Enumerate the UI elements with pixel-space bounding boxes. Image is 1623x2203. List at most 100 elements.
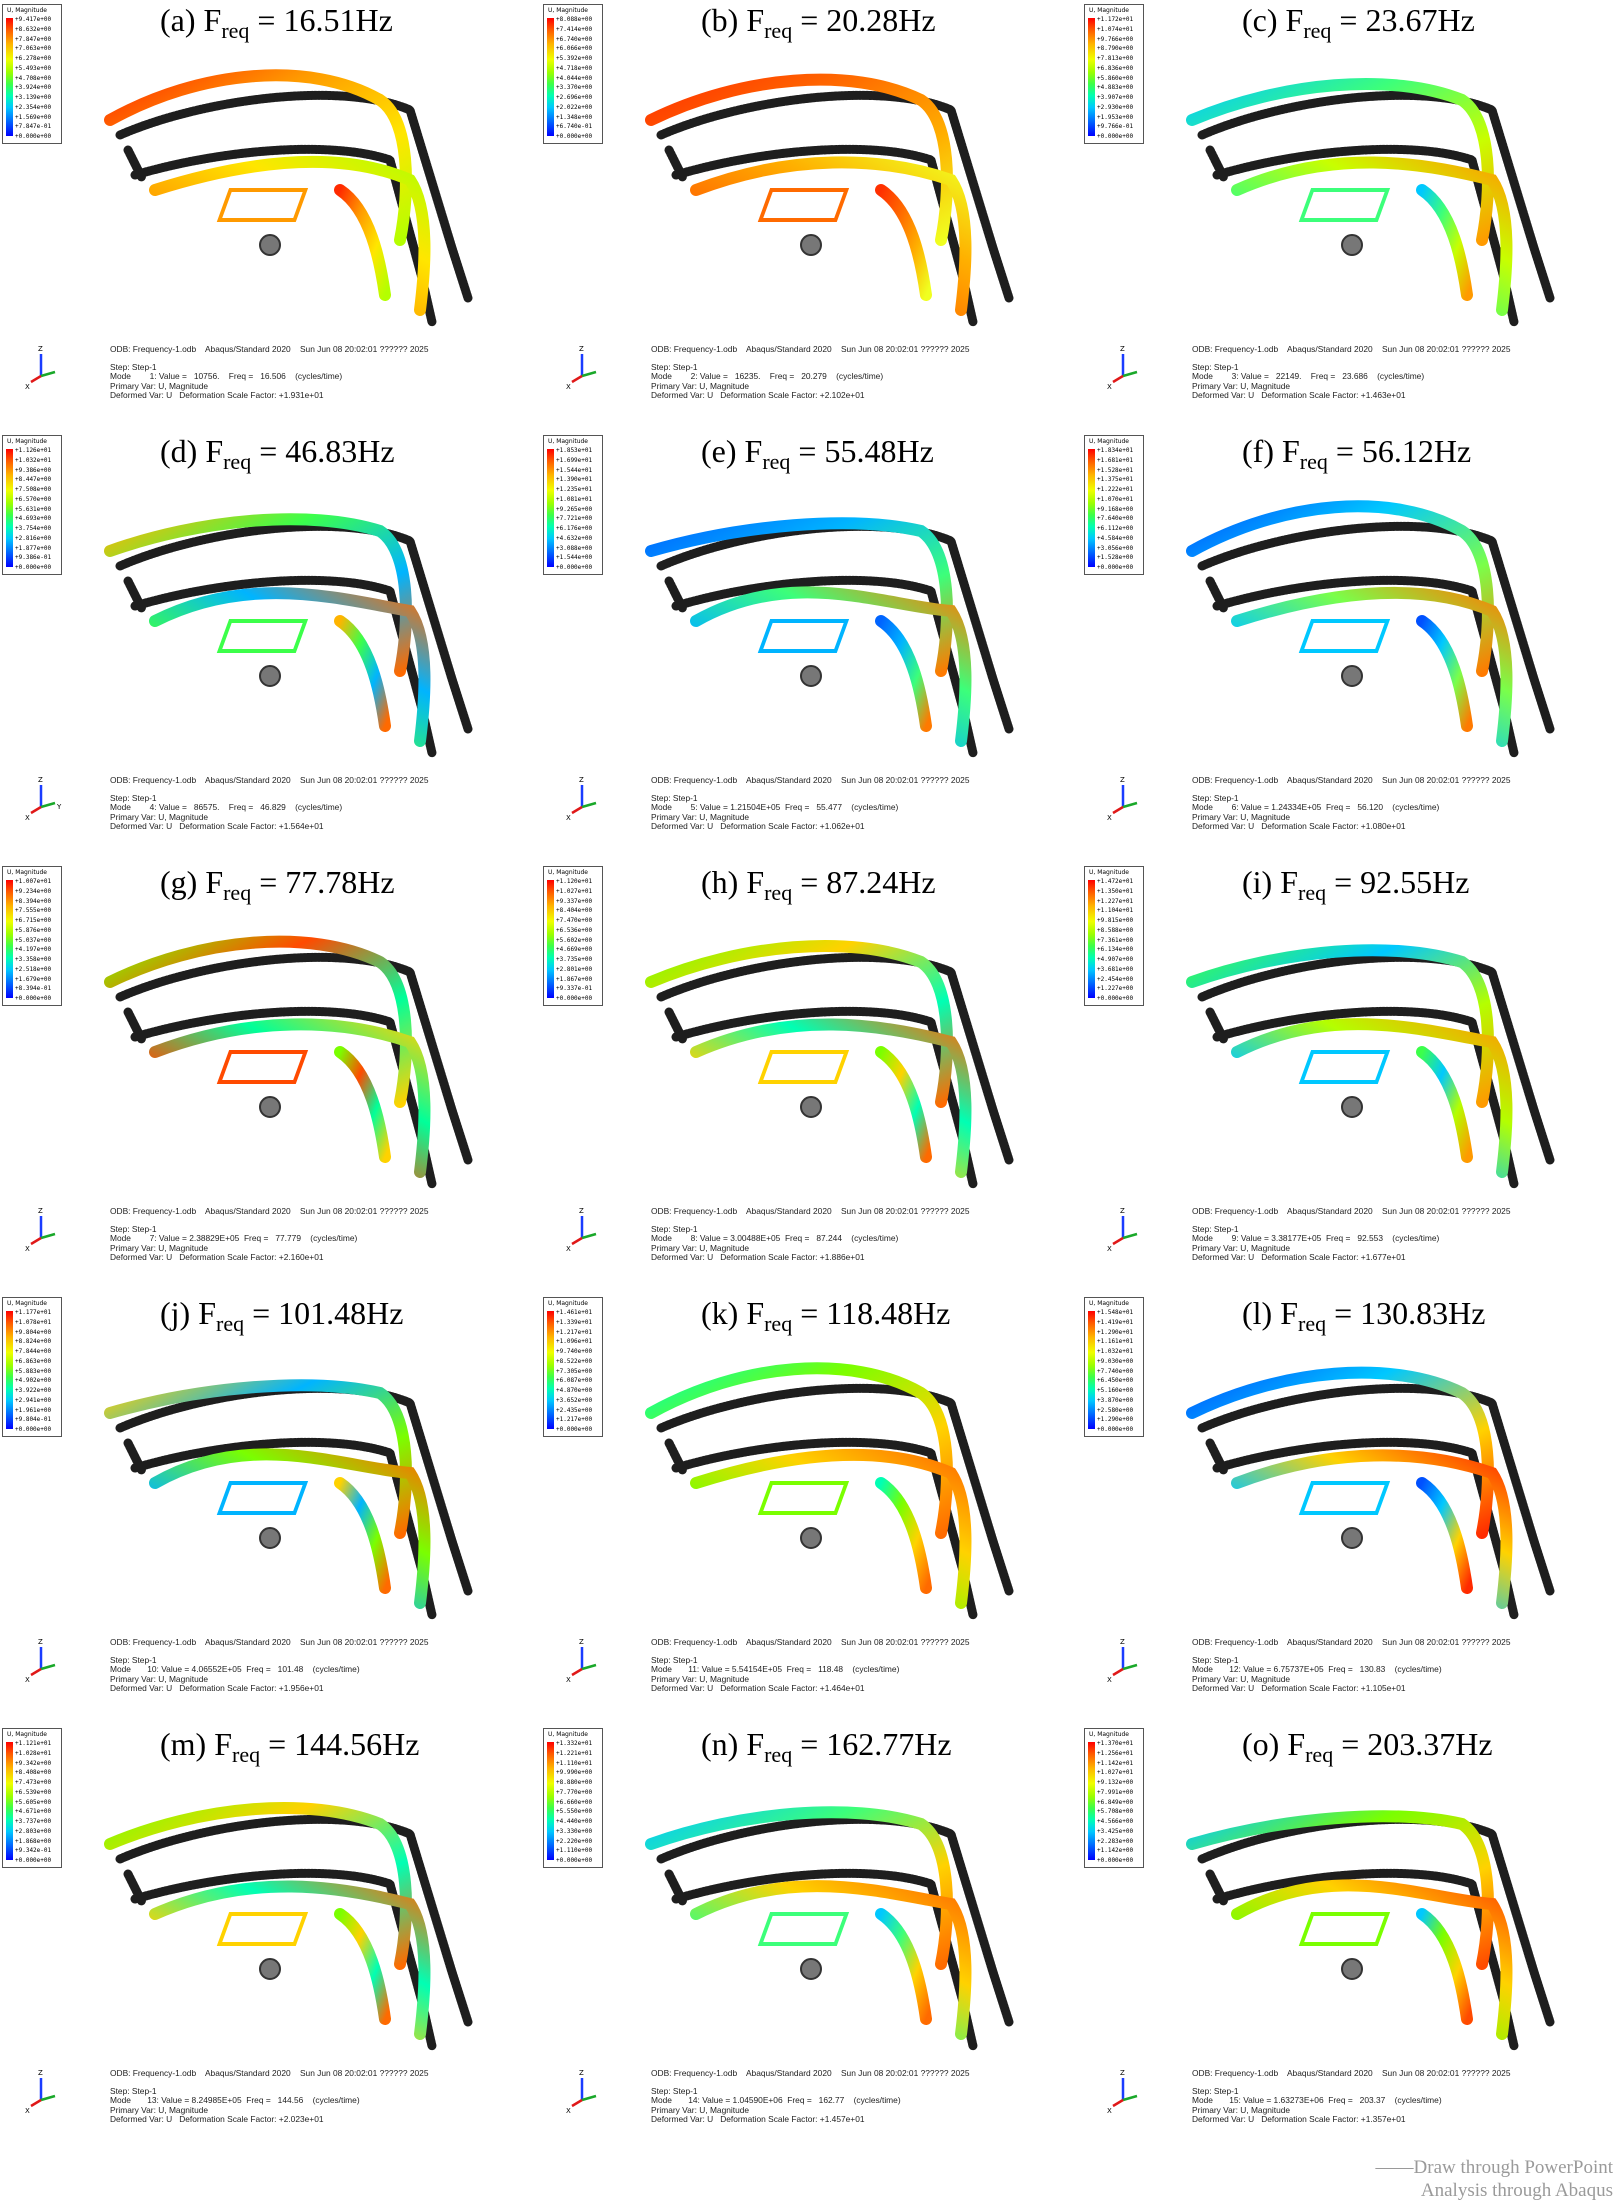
rail-2 <box>1212 1006 1519 1189</box>
x-label: X <box>566 383 571 390</box>
tube-2 <box>690 1448 972 1609</box>
info-line: Mode 14: Value = 1.04590E+06 Freq = 162.… <box>651 2095 901 2106</box>
info-line: ODB: Frequency-1.odb Abaqus/Standard 202… <box>1192 1637 1511 1647</box>
legend-value: +6.134e+00 <box>1097 946 1134 954</box>
z-label: Z <box>1120 776 1125 784</box>
legend-value: +1.544e+00 <box>556 554 593 562</box>
tube-3 <box>1416 1477 1473 1594</box>
legend-value: +6.570e+00 <box>15 495 52 503</box>
legend-value: +2.518e+00 <box>15 965 52 973</box>
title-prefix: (k) F <box>701 1295 765 1331</box>
legend-value: +1.256e+01 <box>1097 1749 1134 1757</box>
legend-labels: +1.177e+01 +1.078e+01 +9.804e+00 +8.824e+00… <box>15 1309 60 1433</box>
mode-title: (m) Freq = 144.56Hz <box>160 1726 419 1768</box>
z-label: Z <box>579 2069 584 2077</box>
rail-3 <box>1205 1869 1229 1907</box>
info-line: Deformed Var: U Deformation Scale Factor… <box>1192 821 1406 832</box>
x-axis <box>30 805 42 815</box>
info-line: Mode 3: Value = 22149. Freq = 23.686 (cy… <box>1192 371 1425 382</box>
info-line: Primary Var: U, Magnitude <box>110 811 209 822</box>
tube-3 <box>334 184 391 301</box>
tube-3 <box>334 615 391 732</box>
legend-value: +3.652e+00 <box>556 1396 593 1404</box>
legend-value: +1.172e+01 <box>1097 16 1134 23</box>
axis-triad: ZX <box>25 1638 56 1683</box>
legend-value: +1.461e+01 <box>556 1309 593 1316</box>
legend-title: U, Magnitude <box>7 438 47 445</box>
legend-value: +1.028e+01 <box>15 1749 52 1757</box>
rail-3 <box>1205 1438 1229 1476</box>
legend-value: +1.681e+01 <box>1097 456 1134 464</box>
tube-3 <box>875 1046 932 1163</box>
y-axis <box>581 370 597 378</box>
tube-3 <box>1416 184 1473 301</box>
credit-note: ——Draw through PowerPoint Analysis throu… <box>1376 2156 1613 2202</box>
motor-joint <box>800 1958 822 1980</box>
legend-value: +6.066e+00 <box>556 45 593 53</box>
legend-value: +7.508e+00 <box>15 486 52 493</box>
motor-joint <box>259 1096 281 1118</box>
legend-value: +3.735e+00 <box>556 956 593 963</box>
legend-value: +7.361e+00 <box>1097 936 1134 944</box>
legend-value: +5.631e+00 <box>15 505 52 513</box>
deformed-frame-model <box>104 1802 473 2051</box>
cross-plate <box>216 1481 309 1515</box>
legend-value: +7.740e+00 <box>1097 1367 1134 1375</box>
z-label: Z <box>579 1638 584 1646</box>
info-line: Deformed Var: U Deformation Scale Factor… <box>110 821 324 832</box>
info-line: Step: Step-1 <box>110 792 157 803</box>
title-frequency: = 203.37Hz <box>1333 1726 1493 1762</box>
legend-value: +1.177e+01 <box>15 1309 52 1316</box>
legend-value: +0.000e+00 <box>1097 564 1134 571</box>
analysis-info: ODB: Frequency-1.odb Abaqus/Standard 202… <box>1192 1206 1510 1263</box>
legend-color-bar <box>6 1311 13 1429</box>
info-line: Step: Step-1 <box>110 2085 157 2096</box>
legend-value: +5.883e+00 <box>15 1367 52 1375</box>
x-label: X <box>1107 1676 1112 1683</box>
axis-triad: ZX <box>25 1207 56 1252</box>
x-axis <box>30 1667 42 1677</box>
legend-value: +1.569e+00 <box>15 113 52 121</box>
tube-2 <box>1231 1018 1513 1178</box>
legend-value: +8.824e+00 <box>15 1338 52 1346</box>
mode-panel-12: U, Magnitude +1.548e+01 +1.419e+01 +1.290e+… <box>1082 1293 1623 1724</box>
mode-title: (l) Freq = 130.83Hz <box>1242 1295 1485 1337</box>
rail-2 <box>1212 1868 1519 2051</box>
x-axis <box>1112 805 1124 815</box>
z-label: Z <box>579 1207 584 1215</box>
legend-value: +1.217e+01 <box>556 1328 593 1336</box>
x-label: X <box>1107 814 1112 821</box>
tube-2 <box>690 586 972 747</box>
legend-value: +9.766e+00 <box>1097 35 1134 43</box>
legend-value: +6.660e+00 <box>556 1798 593 1806</box>
info-line: Deformed Var: U Deformation Scale Factor… <box>110 2114 324 2125</box>
info-line: Mode 11: Value = 5.54154E+05 Freq = 118.… <box>651 1664 900 1675</box>
title-prefix: (h) F <box>701 864 765 900</box>
legend-value: +1.221e+01 <box>556 1749 593 1757</box>
z-label: Z <box>1120 1207 1125 1215</box>
legend-value: +9.342e+00 <box>15 1759 52 1767</box>
info-line: Step: Step-1 <box>651 2085 698 2096</box>
legend-value: +1.390e+01 <box>556 476 593 484</box>
legend-value: +8.088e+00 <box>556 16 593 23</box>
analysis-info: ODB: Frequency-1.odb Abaqus/Standard 202… <box>651 775 969 832</box>
y-axis <box>581 1663 597 1671</box>
cross-plate <box>216 1912 309 1946</box>
info-line: Primary Var: U, Magnitude <box>110 1242 209 1253</box>
info-line: Step: Step-1 <box>110 1654 157 1665</box>
tube-2 <box>690 1018 972 1178</box>
legend-value: +4.669e+00 <box>556 946 593 954</box>
title-frequency: = 162.77Hz <box>792 1726 952 1762</box>
analysis-info: ODB: Frequency-1.odb Abaqus/Standard 202… <box>651 1637 969 1694</box>
mode-title: (c) Freq = 23.67Hz <box>1242 2 1475 44</box>
legend-color-bar <box>6 880 13 998</box>
legend-value: +1.375e+01 <box>1097 476 1134 484</box>
legend-value: +1.126e+01 <box>15 447 52 454</box>
legend-value: +4.708e+00 <box>15 74 52 82</box>
info-line: Mode 12: Value = 6.75737E+05 Freq = 130.… <box>1192 1664 1442 1675</box>
info-line: Deformed Var: U Deformation Scale Factor… <box>1192 1683 1406 1694</box>
deformed-frame-model <box>104 69 473 327</box>
legend-value: +4.902e+00 <box>15 1377 52 1385</box>
rail-1 <box>115 521 473 734</box>
mode-title: (e) Freq = 55.48Hz <box>701 433 934 475</box>
